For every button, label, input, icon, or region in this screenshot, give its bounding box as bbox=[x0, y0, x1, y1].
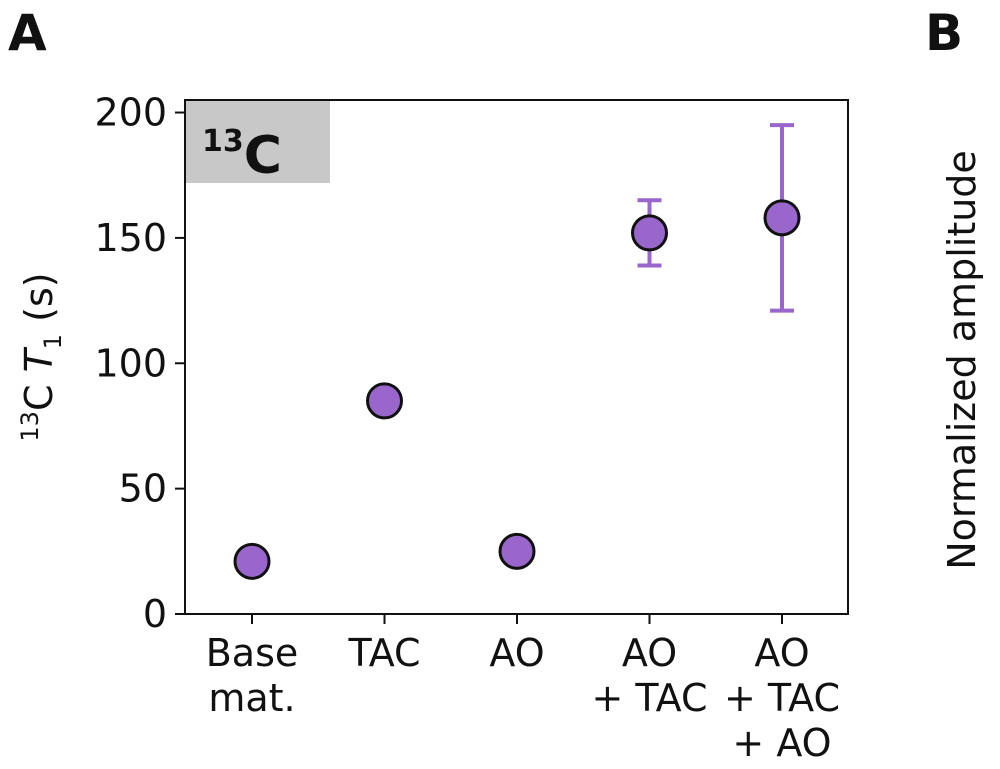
data-point bbox=[233, 542, 271, 580]
panel-b-label: B bbox=[925, 4, 963, 62]
badge-text: C bbox=[244, 126, 282, 186]
badge-label: 13C bbox=[202, 124, 282, 186]
x-tick-label-line: AO bbox=[489, 631, 544, 675]
y-tick-label: 0 bbox=[143, 592, 167, 636]
x-tick-label-line: AO bbox=[622, 631, 677, 675]
x-tick-label-line: TAC bbox=[347, 631, 420, 675]
x-tick-label: TAC bbox=[347, 631, 420, 675]
panel-b-ylabel: Normalized amplitude bbox=[940, 150, 984, 570]
x-tick-label-line: AO bbox=[754, 631, 809, 675]
x-tick-label-line: + TAC bbox=[591, 676, 707, 720]
x-tick-label-line: Base bbox=[206, 631, 299, 675]
y-tick-label: 200 bbox=[94, 91, 167, 135]
data-point bbox=[498, 532, 536, 570]
x-tick-label-line: + AO bbox=[732, 721, 831, 765]
x-tick-label: AO bbox=[489, 631, 544, 675]
y-axis-label-sub: 1 bbox=[39, 334, 67, 349]
y-tick-label: 50 bbox=[119, 467, 167, 511]
x-tick-label-line: mat. bbox=[208, 676, 295, 720]
y-axis: 0 50 100 150 200 bbox=[94, 91, 185, 636]
y-axis-label: 13C T1 (s) bbox=[16, 272, 67, 441]
data-point bbox=[763, 199, 801, 237]
y-axis-label-italic: T bbox=[17, 346, 61, 372]
badge-background bbox=[185, 100, 330, 183]
y-axis-label-sup: 13 bbox=[16, 411, 44, 442]
x-tick-label: AO + TAC bbox=[591, 631, 707, 720]
x-tick-label: Base mat. bbox=[206, 631, 299, 720]
data-point bbox=[631, 214, 668, 252]
data-point bbox=[366, 382, 403, 420]
panel-a-label: A bbox=[8, 4, 47, 62]
y-tick-label: 150 bbox=[94, 216, 167, 260]
y-axis-label-main: C bbox=[17, 372, 61, 411]
badge-sup: 13 bbox=[202, 124, 244, 159]
y-tick-label: 100 bbox=[94, 341, 167, 385]
y-axis-label-unit: (s) bbox=[17, 272, 61, 334]
x-tick-label-line: + TAC bbox=[724, 676, 840, 720]
data-points bbox=[233, 199, 801, 580]
x-tick-label: AO + TAC + AO bbox=[724, 631, 840, 765]
